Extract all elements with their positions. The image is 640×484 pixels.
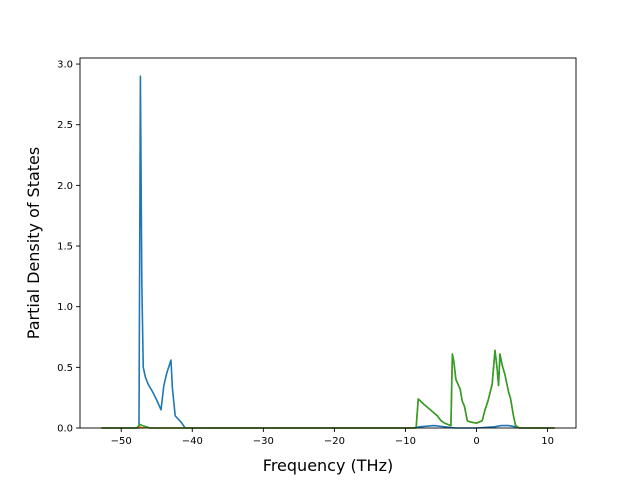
y-tick-label: 2.0 bbox=[57, 181, 73, 192]
y-tick-label: 1.0 bbox=[57, 302, 73, 313]
x-tick-label: −20 bbox=[324, 436, 345, 447]
x-tick-label: 0 bbox=[473, 436, 479, 447]
plot-area bbox=[80, 58, 576, 428]
x-axis-label: Frequency (THz) bbox=[263, 456, 393, 475]
axes-layer: −50 −40 −30 −20 −10 0 10 0.0 0.5 1.0 1.5 2.0 2.5 3.0 bbox=[57, 57, 577, 447]
y-tick-label: 0.0 bbox=[57, 424, 73, 435]
x-tick-label: −50 bbox=[111, 436, 132, 447]
x-tick-label: −40 bbox=[182, 436, 203, 447]
y-tick-label: 1.5 bbox=[57, 242, 73, 253]
y-axis-label: Partial Density of States bbox=[24, 147, 43, 339]
y-tick-label: 0.5 bbox=[57, 363, 73, 374]
x-tick-label: 10 bbox=[541, 436, 554, 447]
x-tick-label: −30 bbox=[253, 436, 274, 447]
y-tick-label: 3.0 bbox=[57, 60, 73, 71]
axes-frame bbox=[79, 57, 577, 429]
y-tick-label: 2.5 bbox=[57, 120, 73, 131]
x-tick-label: −10 bbox=[395, 436, 416, 447]
series-line-1 bbox=[101, 75, 555, 429]
